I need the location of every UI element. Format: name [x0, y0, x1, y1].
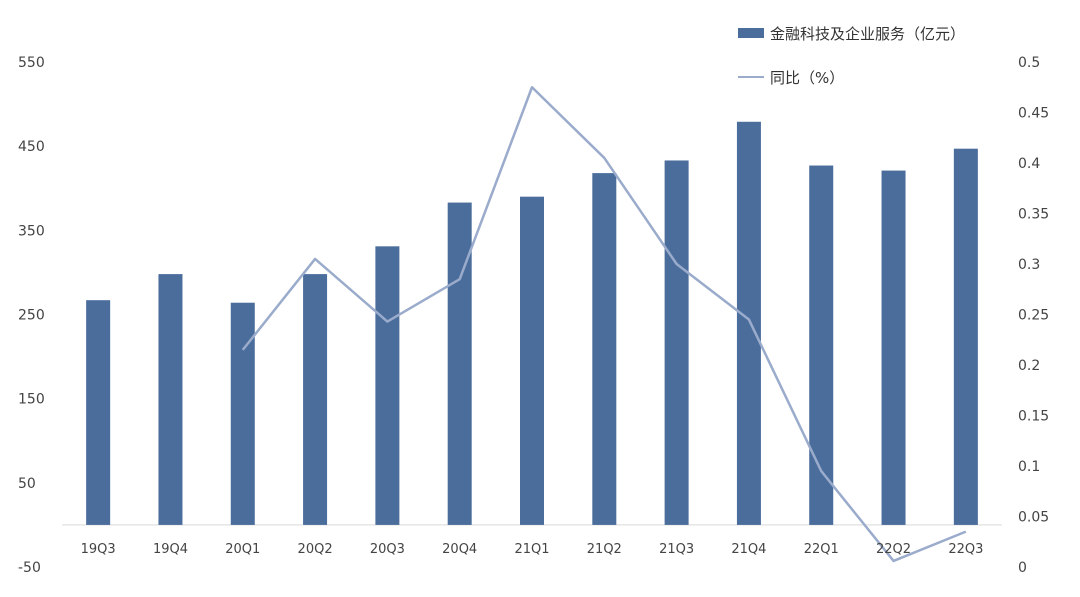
legend-label-bar: 金融科技及企业服务（亿元） — [770, 24, 966, 43]
right-axis-tick-label: 0.05 — [1018, 510, 1049, 526]
bar — [881, 170, 906, 525]
x-axis-tick-label: 21Q1 — [514, 542, 549, 557]
bar — [592, 173, 617, 525]
bar — [447, 202, 472, 525]
left-axis-tick-label: 350 — [18, 223, 45, 239]
right-axis-tick-label: 0.4 — [1018, 156, 1040, 172]
bar — [520, 196, 544, 525]
bar — [86, 300, 111, 525]
right-axis-tick-label: 0.2 — [1018, 358, 1040, 374]
left-axis: 550 450 350 250 150 50 -50 — [18, 55, 45, 576]
bar — [953, 148, 978, 525]
x-axis-tick-label: 20Q1 — [225, 542, 260, 557]
x-axis-tick-label: 22Q3 — [948, 542, 983, 557]
left-axis-tick-label: 250 — [18, 308, 45, 324]
right-axis-tick-label: 0.45 — [1018, 106, 1049, 122]
right-axis-tick-label: 0.5 — [1018, 55, 1040, 71]
legend-line-swatch — [738, 76, 764, 78]
bar-series — [86, 121, 978, 525]
x-axis: 19Q3 19Q4 20Q1 20Q2 20Q3 20Q4 21Q1 21Q2 21Q3 21Q4… — [81, 542, 984, 557]
x-axis-tick-label: 20Q4 — [442, 542, 477, 557]
x-axis-tick-label: 22Q2 — [876, 542, 911, 557]
x-axis-tick-label: 20Q2 — [298, 542, 333, 557]
bar — [809, 165, 834, 525]
line-series — [241, 86, 967, 563]
bar — [664, 160, 689, 525]
x-axis-tick-label: 21Q4 — [731, 542, 766, 557]
legend-label-line: 同比（%） — [770, 68, 845, 87]
bar — [375, 246, 400, 525]
right-axis-tick-label: 0.1 — [1018, 459, 1040, 475]
yoy-line — [241, 86, 967, 563]
bar — [303, 274, 328, 525]
right-axis-tick-label: 0.15 — [1018, 409, 1049, 425]
right-axis-tick-label: 0.35 — [1018, 207, 1049, 223]
bar — [230, 302, 255, 525]
left-axis-tick-label: 450 — [18, 139, 45, 155]
left-axis-tick-label: 150 — [18, 392, 45, 408]
left-axis-tick-label: 50 — [18, 476, 36, 492]
x-axis-tick-label: 21Q3 — [659, 542, 694, 557]
x-axis-tick-label: 20Q3 — [370, 542, 405, 557]
bar — [736, 121, 761, 525]
x-axis-tick-label: 22Q1 — [804, 542, 839, 557]
right-axis-tick-label: 0.3 — [1018, 257, 1040, 273]
legend-item-line: 同比（%） — [738, 66, 965, 88]
right-axis-tick-label: 0.25 — [1018, 308, 1049, 324]
left-axis-tick-label: -50 — [18, 560, 41, 576]
x-axis-tick-label: 19Q4 — [153, 542, 188, 557]
legend-bar-swatch — [738, 28, 764, 38]
left-axis-tick-label: 550 — [18, 55, 45, 71]
legend-item-bar: 金融科技及企业服务（亿元） — [738, 22, 965, 44]
bar — [158, 274, 183, 525]
x-axis-tick-label: 19Q3 — [81, 542, 116, 557]
legend: 金融科技及企业服务（亿元） 同比（%） — [738, 22, 965, 110]
x-axis-tick-label: 21Q2 — [587, 542, 622, 557]
right-axis-tick-label: 0 — [1018, 560, 1027, 576]
right-axis: 0.5 0.45 0.4 0.35 0.3 0.25 0.2 0.15 0.1 0.05 0 — [1018, 55, 1049, 576]
